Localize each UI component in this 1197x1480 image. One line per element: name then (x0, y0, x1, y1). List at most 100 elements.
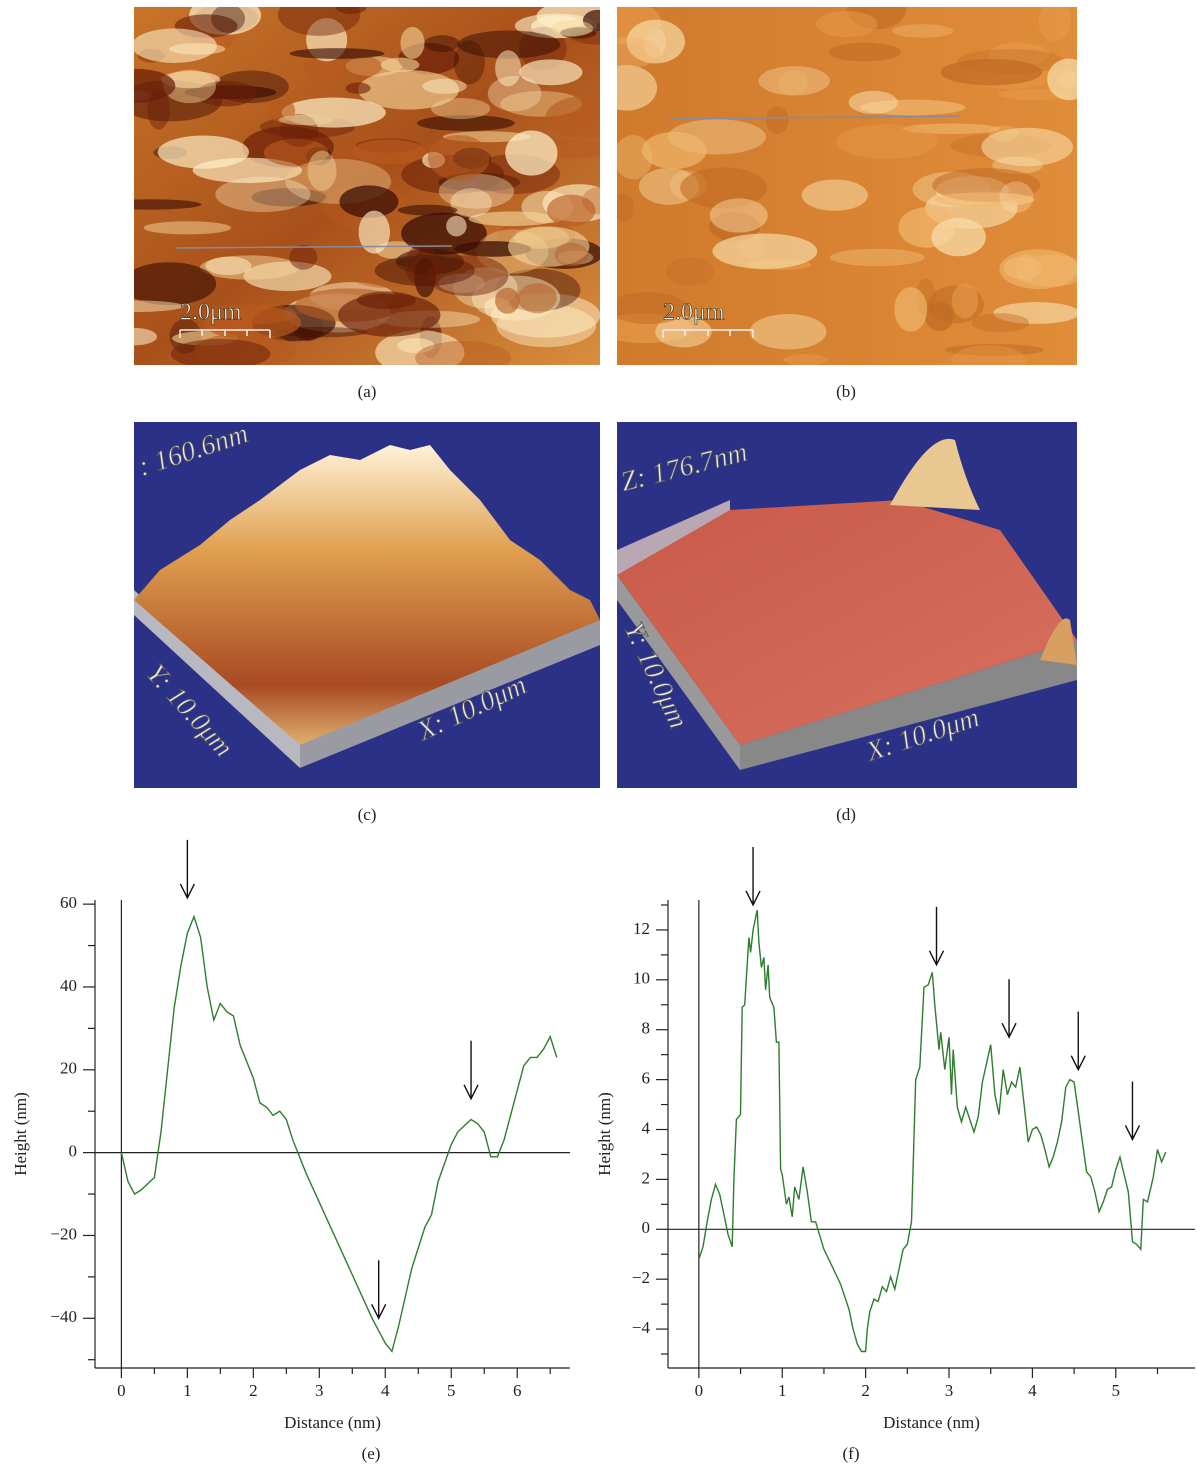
x-axis-label: Distance (nm) (883, 1413, 980, 1432)
texture (346, 82, 371, 94)
y-tick-label: 6 (642, 1069, 651, 1088)
texture (1016, 254, 1036, 283)
texture (555, 243, 588, 267)
arrow (1125, 1081, 1139, 1139)
x-tick-label: 0 (117, 1381, 126, 1400)
texture (111, 328, 157, 346)
texture (99, 69, 175, 103)
arrow (930, 907, 944, 965)
texture (215, 177, 310, 212)
texture (830, 249, 925, 266)
x-tick-label: 4 (381, 1381, 390, 1400)
texture (981, 128, 1073, 167)
panel-label: (c) (358, 805, 377, 824)
texture (642, 132, 707, 169)
texture (590, 37, 660, 68)
texture (431, 98, 490, 119)
texture (381, 58, 420, 72)
profile-curve (121, 917, 556, 1352)
x-tick-label: 1 (778, 1381, 787, 1400)
texture (211, 4, 245, 32)
texture (428, 135, 490, 180)
texture (766, 106, 789, 134)
y-tick-label: 4 (642, 1118, 651, 1137)
texture (279, 115, 334, 125)
texture (289, 245, 317, 270)
texture (144, 221, 231, 234)
texture (551, 20, 593, 36)
texture (398, 205, 458, 216)
texture (518, 283, 557, 313)
y-tick-label: 0 (642, 1218, 651, 1237)
texture (519, 59, 582, 85)
y-tick-label: 8 (642, 1019, 651, 1038)
texture (849, 91, 898, 114)
texture (424, 35, 459, 52)
texture (614, 193, 634, 222)
texture (1047, 59, 1090, 101)
texture (132, 28, 217, 63)
texture (505, 131, 557, 176)
texture (454, 40, 485, 84)
texture (422, 79, 466, 94)
arrow (1002, 979, 1016, 1037)
texture (400, 27, 424, 59)
y-tick-label: 2 (642, 1168, 651, 1187)
y-tick-label: 10 (633, 969, 650, 988)
panel-label: (b) (836, 382, 856, 401)
texture (758, 66, 829, 95)
texture (750, 314, 827, 350)
texture (98, 199, 201, 209)
texture (952, 283, 978, 318)
panel-label: (f) (843, 1444, 860, 1463)
texture (171, 339, 271, 369)
y-axis-label: Height (nm) (595, 1092, 614, 1176)
texture (784, 354, 828, 365)
x-tick-label: 5 (1112, 1381, 1121, 1400)
scale-label: 2.0μm (663, 300, 725, 326)
texture (940, 59, 1042, 85)
texture (596, 65, 657, 110)
afm-image (579, 0, 1091, 376)
y-tick-label: 20 (60, 1059, 77, 1078)
texture (971, 313, 1029, 332)
panel-label: (d) (836, 805, 856, 824)
arrow (180, 840, 194, 898)
arrow (464, 1041, 478, 1099)
texture (1039, 0, 1071, 41)
x-tick-label: 3 (945, 1381, 954, 1400)
profile-curve (699, 910, 1166, 1352)
x-tick-label: 4 (1028, 1381, 1037, 1400)
texture (925, 302, 954, 331)
y-tick-label: 0 (69, 1142, 78, 1161)
x-tick-label: 6 (513, 1381, 522, 1400)
arrow (1071, 1012, 1085, 1070)
y-axis-label: Height (nm) (11, 1092, 30, 1176)
texture (336, 1, 367, 14)
y-tick-label: 40 (60, 976, 77, 995)
x-tick-label: 5 (447, 1381, 456, 1400)
x-tick-label: 3 (315, 1381, 324, 1400)
arrow (746, 847, 760, 905)
texture (999, 181, 1033, 212)
panel-label: (a) (358, 382, 377, 401)
x-tick-label: 2 (249, 1381, 258, 1400)
texture (712, 234, 817, 269)
texture (892, 24, 953, 38)
y-tick-label: −40 (50, 1307, 77, 1326)
texture (158, 136, 249, 169)
texture (829, 43, 901, 62)
texture (427, 255, 508, 296)
texture (446, 216, 467, 237)
y-tick-label: −4 (632, 1318, 651, 1337)
scale-label: 2.0μm (180, 300, 242, 326)
texture (710, 198, 768, 232)
texture (290, 48, 385, 59)
x-tick-label: 0 (695, 1381, 704, 1400)
texture (495, 50, 521, 86)
texture (665, 257, 713, 286)
texture (86, 300, 184, 312)
texture (205, 257, 251, 275)
texture (816, 11, 878, 37)
texture (894, 287, 927, 332)
